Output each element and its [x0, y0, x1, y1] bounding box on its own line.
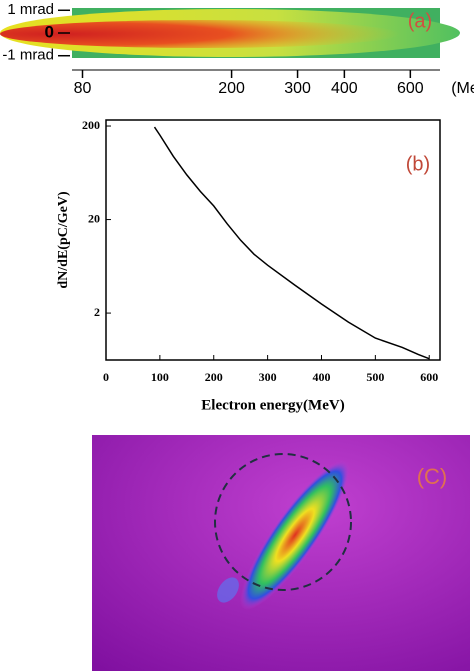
plot-frame: [105, 119, 441, 361]
x-tick-label: 80: [74, 80, 92, 97]
panel-a-image: [0, 8, 460, 58]
x-tick-label: 500: [366, 370, 384, 384]
x-tick-label: 300: [259, 370, 277, 384]
x-tick-label: 100: [151, 370, 169, 384]
x-tick-label: 0: [103, 370, 109, 384]
x-tick-label: 600: [397, 80, 424, 97]
x-tick-label: 600: [420, 370, 438, 384]
x-tick-label: 200: [205, 370, 223, 384]
y-tick-label: 2: [94, 305, 100, 319]
panel-label: (b): [406, 153, 430, 175]
y-tick-label: -1 mrad: [2, 47, 54, 64]
x-axis-label: Electron energy(MeV): [201, 397, 344, 413]
y-tick-label: 1 mrad: [7, 1, 54, 18]
y-tick-label: 0: [45, 22, 54, 41]
x-tick-label: 400: [331, 80, 358, 97]
x-tick-label: 400: [312, 370, 330, 384]
x-unit: (MeV): [451, 80, 474, 97]
y-tick-label: 200: [82, 118, 100, 132]
y-tick-label: 20: [88, 211, 100, 225]
panel-c-image: [92, 435, 470, 671]
y-axis-label: dN/dE(pC/GeV): [56, 191, 71, 289]
data-line: [153, 126, 430, 360]
panel-label: (C): [417, 464, 448, 489]
x-tick-label: 200: [218, 80, 245, 97]
panel-label: (a): [408, 10, 432, 32]
x-tick-label: 300: [284, 80, 311, 97]
